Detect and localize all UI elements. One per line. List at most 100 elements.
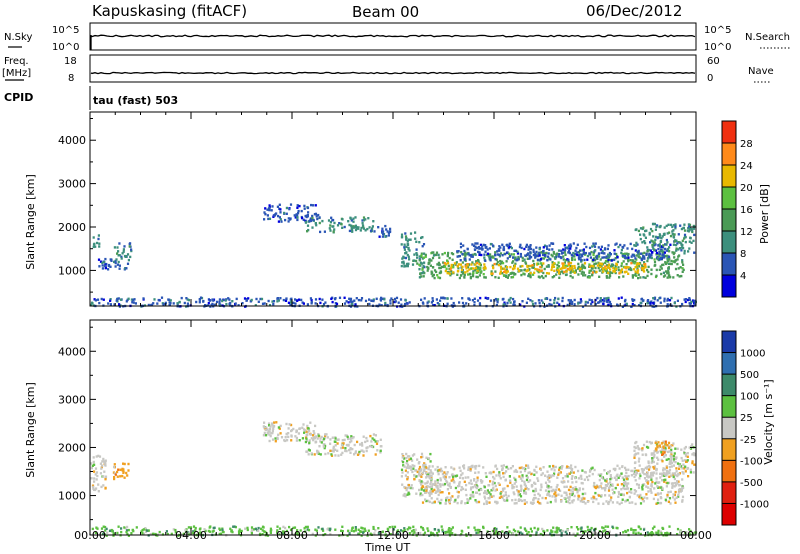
heatmap-cell-power-10 — [655, 225, 658, 228]
heatmap-cell-power-11 — [290, 297, 293, 300]
heatmap-cell-velocity-8 — [326, 528, 329, 531]
heatmap-cell-velocity-5 — [446, 496, 449, 499]
heatmap-cell-velocity-5 — [642, 468, 645, 472]
heatmap-cell-velocity-6 — [637, 447, 640, 451]
heatmap-cell-power-3 — [316, 217, 319, 221]
velocity-colorbar-frame — [721, 330, 737, 526]
heatmap-cell-velocity-8 — [189, 526, 193, 529]
heatmap-cell-velocity-7 — [661, 453, 664, 456]
heatmap-cell-velocity-5 — [503, 471, 506, 475]
heatmap-cell-power-9 — [497, 249, 501, 252]
heatmap-cell-velocity-5 — [646, 482, 650, 485]
heatmap-cell-power-10 — [666, 241, 669, 244]
heatmap-cell-power-9 — [548, 244, 551, 247]
heatmap-cell-power-10 — [642, 233, 645, 236]
heatmap-cell-power-7 — [532, 259, 535, 263]
heatmap-cell-velocity-5 — [475, 500, 478, 504]
heatmap-cell-power-11 — [109, 299, 112, 302]
heatmap-cell-power-10 — [641, 227, 644, 231]
heatmap-cell-power-7 — [436, 274, 439, 277]
heatmap-cell-velocity-5 — [451, 473, 454, 476]
heatmap-cell-power-10 — [648, 233, 651, 236]
heatmap-cell-velocity-5 — [536, 477, 539, 480]
heatmap-cell-velocity-5 — [596, 485, 599, 488]
heatmap-cell-velocity-6 — [689, 471, 692, 474]
heatmap-cell-power-7 — [523, 268, 526, 272]
heatmap-cell-velocity-5 — [521, 474, 524, 477]
heatmap-cell-power-7 — [540, 251, 543, 254]
heatmap-cell-velocity-8 — [250, 526, 254, 529]
power-y-tick-label: 1000 — [58, 264, 86, 277]
heatmap-cell-power-0 — [97, 237, 100, 241]
heatmap-cell-velocity-5 — [471, 486, 475, 489]
heatmap-cell-velocity-5 — [599, 474, 602, 478]
heatmap-cell-velocity-6 — [683, 447, 686, 450]
heatmap-cell-power-7 — [543, 267, 546, 271]
heatmap-cell-power-4 — [350, 225, 353, 228]
heatmap-cell-velocity-6 — [638, 457, 641, 460]
heatmap-cell-velocity-5 — [553, 469, 556, 472]
heatmap-cell-velocity-2 — [303, 431, 306, 434]
heatmap-cell-velocity-5 — [547, 493, 550, 496]
heatmap-cell-power-7 — [446, 259, 449, 262]
heatmap-cell-velocity-8 — [554, 530, 557, 534]
heatmap-cell-velocity-5 — [641, 484, 644, 487]
heatmap-cell-power-8 — [573, 271, 576, 274]
heatmap-cell-velocity-3 — [318, 445, 321, 448]
heatmap-cell-power-7 — [597, 261, 600, 264]
heatmap-cell-power-11 — [302, 302, 305, 305]
heatmap-cell-power-11 — [607, 298, 610, 302]
heatmap-cell-velocity-5 — [600, 473, 603, 476]
heatmap-cell-velocity-5 — [598, 478, 601, 482]
heatmap-cell-power-11 — [579, 301, 582, 304]
heatmap-cell-power-11 — [561, 296, 564, 300]
heatmap-cell-power-4 — [349, 217, 352, 220]
heatmap-cell-velocity-2 — [301, 426, 304, 429]
heatmap-cell-velocity-5 — [609, 483, 613, 487]
heatmap-cell-velocity-3 — [317, 450, 320, 453]
heatmap-cell-velocity-6 — [692, 452, 695, 455]
heatmap-cell-power-11 — [666, 299, 669, 302]
velocity-colorbar-label: -25 — [740, 435, 756, 446]
heatmap-cell-velocity-8 — [317, 526, 320, 529]
heatmap-cell-velocity-3 — [361, 449, 364, 452]
heatmap-cell-power-7 — [494, 270, 497, 273]
heatmap-cell-velocity-5 — [427, 475, 430, 478]
heatmap-cell-velocity-5 — [471, 465, 474, 469]
heatmap-cell-velocity-8 — [589, 528, 592, 532]
heatmap-cell-velocity-5 — [571, 492, 574, 495]
heatmap-cell-velocity-8 — [498, 531, 501, 534]
heatmap-cell-power-11 — [296, 299, 299, 302]
heatmap-cell-power-6 — [416, 253, 419, 256]
heatmap-cell-velocity-2 — [272, 424, 275, 428]
heatmap-cell-velocity-8 — [208, 530, 212, 533]
heatmap-cell-velocity-5 — [444, 477, 447, 481]
power-colorbar-swatch — [722, 275, 736, 298]
heatmap-cell-power-9 — [597, 246, 600, 249]
heatmap-cell-velocity-8 — [260, 527, 263, 530]
heatmap-cell-velocity-2 — [269, 434, 272, 438]
heatmap-cell-power-9 — [534, 255, 538, 258]
heatmap-cell-power-9 — [543, 244, 547, 247]
heatmap-cell-power-8 — [627, 266, 630, 269]
heatmap-cell-power-8 — [588, 265, 592, 268]
heatmap-cell-velocity-8 — [329, 527, 332, 530]
heatmap-cell-power-11 — [372, 298, 375, 301]
heatmap-cell-velocity-5 — [519, 495, 523, 498]
heatmap-cell-power-11 — [207, 301, 210, 305]
heatmap-cell-power-8 — [499, 272, 502, 275]
heatmap-cell-velocity-5 — [618, 502, 621, 506]
heatmap-cell-power-8 — [464, 271, 467, 274]
heatmap-cell-power-9 — [551, 248, 554, 251]
heatmap-cell-velocity-3 — [365, 446, 368, 450]
heatmap-cell-power-8 — [445, 263, 448, 266]
heatmap-cell-power-9 — [580, 253, 583, 256]
heatmap-cell-power-7 — [505, 260, 508, 263]
heatmap-cell-velocity-5 — [483, 485, 486, 489]
heatmap-cell-velocity-5 — [669, 502, 672, 505]
heatmap-cell-power-9 — [499, 246, 502, 249]
heatmap-cell-power-9 — [472, 244, 476, 247]
heatmap-cell-power-10 — [674, 227, 677, 230]
heatmap-cell-power-8 — [474, 263, 477, 266]
heatmap-cell-power-0 — [98, 242, 101, 245]
